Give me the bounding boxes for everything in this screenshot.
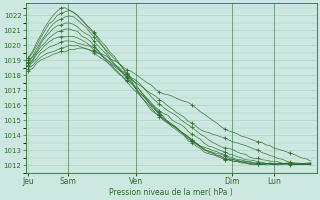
X-axis label: Pression niveau de la mer( hPa ): Pression niveau de la mer( hPa ) [109,188,233,197]
